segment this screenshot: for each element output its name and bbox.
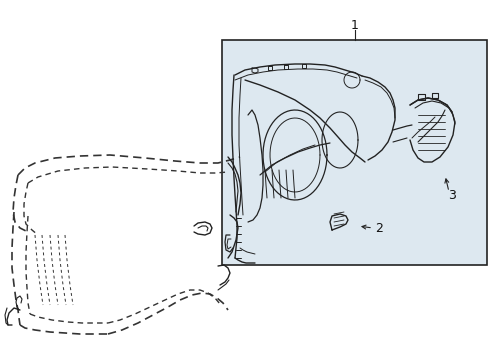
Bar: [222, 40, 486, 265]
Text: 1: 1: [350, 18, 358, 32]
Text: 2: 2: [374, 221, 382, 234]
Text: 3: 3: [447, 189, 455, 202]
